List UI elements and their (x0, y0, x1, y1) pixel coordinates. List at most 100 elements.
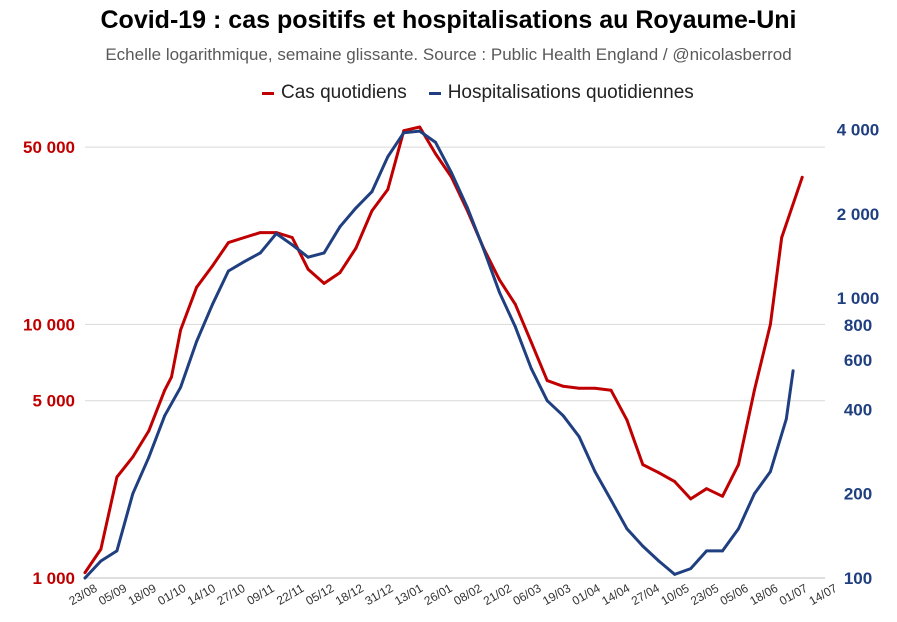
x-axis-tick-label: 05/09 (96, 581, 129, 608)
data-point-hospital (99, 559, 103, 563)
data-point-cases (242, 236, 246, 239)
data-point-cases (561, 384, 565, 388)
data-point-cases (657, 471, 661, 475)
x-axis-tick-label: 27/10 (214, 581, 247, 608)
data-point-cases (593, 386, 597, 390)
data-point-cases (418, 125, 422, 129)
data-point-hospital (791, 369, 795, 373)
data-point-cases (721, 494, 724, 498)
data-point-hospital (721, 549, 724, 553)
x-axis-tick-label: 05/12 (303, 581, 336, 608)
data-point-hospital (561, 414, 565, 418)
right-axis-tick-label: 4 000 (837, 121, 880, 140)
data-point-cases (673, 480, 677, 483)
data-point-hospital (705, 549, 708, 553)
data-point-cases (179, 328, 183, 332)
data-point-cases (625, 418, 629, 422)
data-point-hospital (402, 131, 406, 135)
data-point-hospital (386, 155, 390, 159)
right-axis-tick-label: 200 (844, 485, 872, 504)
data-point-hospital (784, 417, 788, 421)
data-point-cases (609, 388, 613, 392)
x-axis-ticks: 23/0805/0918/0901/1014/1027/1009/1122/11… (66, 581, 839, 608)
data-point-hospital (211, 302, 214, 306)
data-point-cases (115, 475, 119, 479)
x-axis-tick-label: 08/02 (451, 581, 484, 608)
data-point-cases (258, 231, 262, 235)
x-axis-tick-label: 26/01 (422, 581, 455, 608)
x-axis-tick-label: 13/01 (392, 581, 425, 608)
x-axis-tick-label: 06/03 (510, 581, 543, 608)
data-point-hospital (593, 470, 597, 473)
data-point-cases (99, 547, 103, 551)
left-axis-tick-label: 50 000 (23, 138, 75, 157)
series-line-hospital (83, 129, 795, 580)
data-point-hospital (370, 190, 374, 194)
data-point-hospital (434, 141, 438, 144)
data-point-hospital (115, 549, 119, 553)
x-axis-tick-label: 14/10 (185, 581, 218, 608)
data-point-hospital (258, 251, 262, 255)
data-point-hospital (83, 576, 87, 580)
chart-title: Covid-19 : cas positifs et hospitalisati… (100, 6, 797, 34)
x-axis-tick-label: 22/11 (274, 581, 307, 608)
left-axis-ticks: 1 000 5 000 10 000 50 000 (23, 138, 75, 588)
data-point-cases (753, 388, 756, 392)
x-axis-tick-label: 23/05 (688, 581, 721, 608)
data-point-cases (577, 386, 581, 390)
gridlines (85, 146, 825, 579)
data-point-cases (163, 388, 167, 392)
chart-subtitle: Echelle logarithmique, semaine glissante… (105, 45, 792, 64)
right-axis-tick-label: 100 (844, 569, 872, 588)
right-axis-tick-label: 1 000 (837, 289, 880, 308)
data-point-hospital (737, 527, 740, 531)
right-axis-tick-label: 400 (844, 400, 872, 419)
x-axis-tick-label: 18/06 (747, 581, 780, 608)
data-point-cases (434, 152, 438, 156)
data-point-cases (768, 322, 772, 326)
data-point-hospital (195, 340, 198, 343)
series-lines (83, 125, 804, 580)
x-axis-tick-label: 21/02 (481, 581, 514, 608)
data-point-hospital (450, 171, 453, 175)
x-axis-tick-label: 09/11 (244, 581, 277, 608)
legend-item-hospital: Hospitalisations quotidiennes (428, 82, 694, 104)
data-point-cases (227, 241, 230, 245)
x-axis-tick-label: 27/04 (629, 581, 662, 608)
x-axis-tick-label: 18/12 (333, 581, 366, 608)
data-point-cases (147, 429, 151, 433)
data-point-hospital (322, 251, 326, 255)
data-point-cases (641, 463, 645, 466)
right-axis-tick-label: 800 (844, 316, 872, 335)
right-axis-tick-label: 2 000 (837, 205, 880, 224)
data-point-cases (513, 302, 517, 306)
data-point-hospital (513, 325, 517, 329)
data-point-hospital (768, 470, 772, 473)
data-point-hospital (657, 559, 661, 563)
data-point-hospital (673, 573, 677, 576)
left-axis-tick-label: 1 000 (32, 569, 75, 588)
data-point-cases (498, 278, 501, 282)
x-axis-tick-label: 18/09 (126, 581, 159, 608)
data-point-hospital (482, 247, 485, 251)
data-point-hospital (242, 260, 246, 264)
x-axis-tick-label: 19/03 (540, 581, 573, 608)
data-point-cases (545, 379, 549, 383)
data-point-hospital (354, 206, 358, 210)
legend-label-cases: Cas quotidiens (281, 82, 407, 103)
data-point-hospital (641, 544, 645, 548)
data-point-hospital (227, 269, 230, 273)
data-point-cases (195, 285, 198, 289)
data-point-hospital (338, 225, 342, 229)
x-axis-tick-label: 05/06 (718, 581, 751, 608)
data-point-cases (689, 497, 693, 501)
x-axis-tick-label: 14/07 (806, 581, 839, 608)
legend-label-hospital: Hospitalisations quotidiennes (447, 82, 694, 103)
data-point-cases (290, 236, 294, 239)
data-point-cases (83, 571, 87, 575)
data-point-cases (306, 267, 310, 271)
x-axis-tick-label: 01/07 (777, 581, 810, 608)
data-point-hospital (577, 435, 581, 439)
data-point-cases (737, 463, 740, 466)
